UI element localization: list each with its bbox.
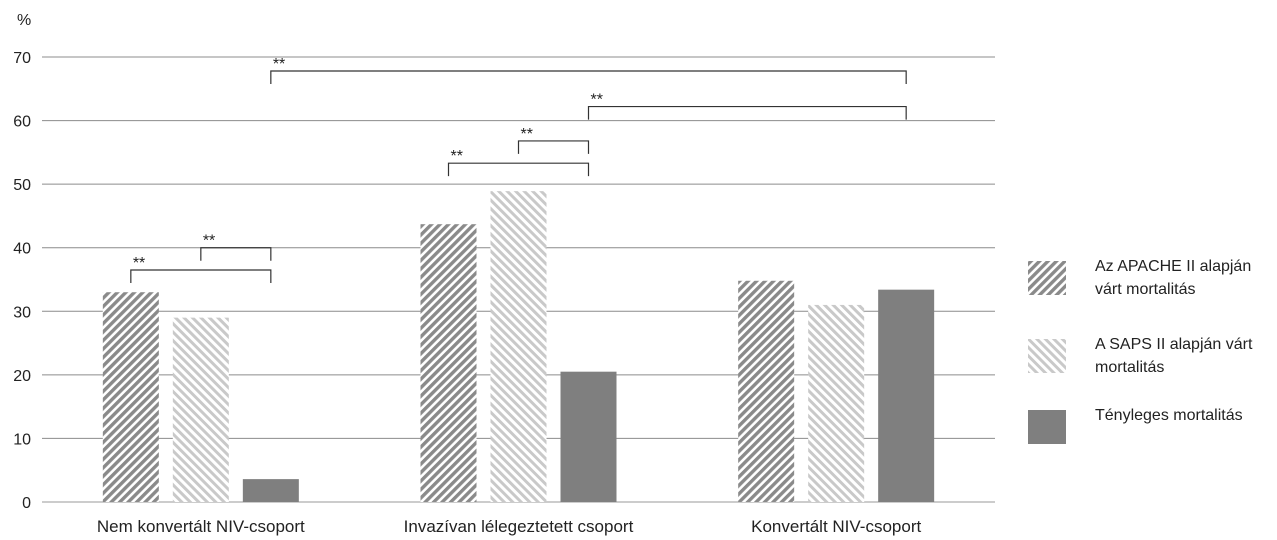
significance-label: ** bbox=[203, 233, 215, 250]
legend-swatch bbox=[1028, 410, 1066, 444]
significance-label: ** bbox=[273, 56, 285, 73]
y-tick-label: 50 bbox=[13, 177, 31, 194]
significance-bracket bbox=[130, 269, 272, 283]
significance-label: ** bbox=[521, 126, 533, 143]
legend-label: várt mortalitás bbox=[1095, 281, 1195, 298]
significance-brackets: ** ** ** ** ** ** bbox=[130, 56, 907, 283]
bars bbox=[102, 191, 935, 502]
y-tick-label: 0 bbox=[22, 495, 31, 512]
y-axis: % 0 10 20 30 40 50 60 70 bbox=[13, 12, 31, 512]
significance-label: ** bbox=[451, 148, 463, 165]
bar bbox=[490, 191, 547, 502]
legend: Az APACHE II alapján várt mortalitás A SAP… bbox=[1028, 258, 1253, 444]
bar bbox=[102, 292, 159, 502]
y-tick-label: 40 bbox=[13, 241, 31, 258]
y-tick-label: 10 bbox=[13, 431, 31, 448]
significance-bracket bbox=[447, 162, 590, 177]
significance-bracket bbox=[270, 70, 907, 84]
y-unit-label: % bbox=[17, 12, 31, 29]
x-category-label: Nem konvertált NIV-csoport bbox=[97, 517, 305, 536]
legend-label: A SAPS II alapján várt bbox=[1095, 336, 1253, 353]
significance-label: ** bbox=[133, 255, 145, 272]
bar bbox=[420, 224, 477, 502]
significance-bracket bbox=[200, 247, 272, 261]
y-tick-label: 20 bbox=[13, 368, 31, 385]
x-category-label: Invazívan lélegeztetett csoport bbox=[404, 517, 634, 536]
y-tick-label: 60 bbox=[13, 114, 31, 131]
y-tick-label: 30 bbox=[13, 304, 31, 321]
legend-label: Az APACHE II alapján bbox=[1095, 258, 1251, 275]
bar bbox=[172, 317, 229, 502]
bar bbox=[738, 280, 795, 502]
x-axis-labels: Nem konvertált NIV-csoport Invazívan léle… bbox=[97, 517, 922, 536]
significance-bracket bbox=[587, 105, 907, 120]
legend-swatch bbox=[1028, 261, 1066, 295]
significance-bracket bbox=[517, 140, 590, 154]
bar bbox=[242, 479, 299, 502]
x-category-label: Konvertált NIV-csoport bbox=[751, 517, 921, 536]
significance-label: ** bbox=[591, 92, 603, 109]
y-tick-label: 70 bbox=[13, 50, 31, 67]
legend-swatch bbox=[1028, 339, 1066, 373]
legend-label: mortalitás bbox=[1095, 359, 1164, 376]
bar bbox=[560, 371, 617, 502]
bar bbox=[878, 289, 935, 502]
legend-label: Tényleges mortalitás bbox=[1095, 407, 1243, 424]
bar bbox=[808, 304, 865, 502]
